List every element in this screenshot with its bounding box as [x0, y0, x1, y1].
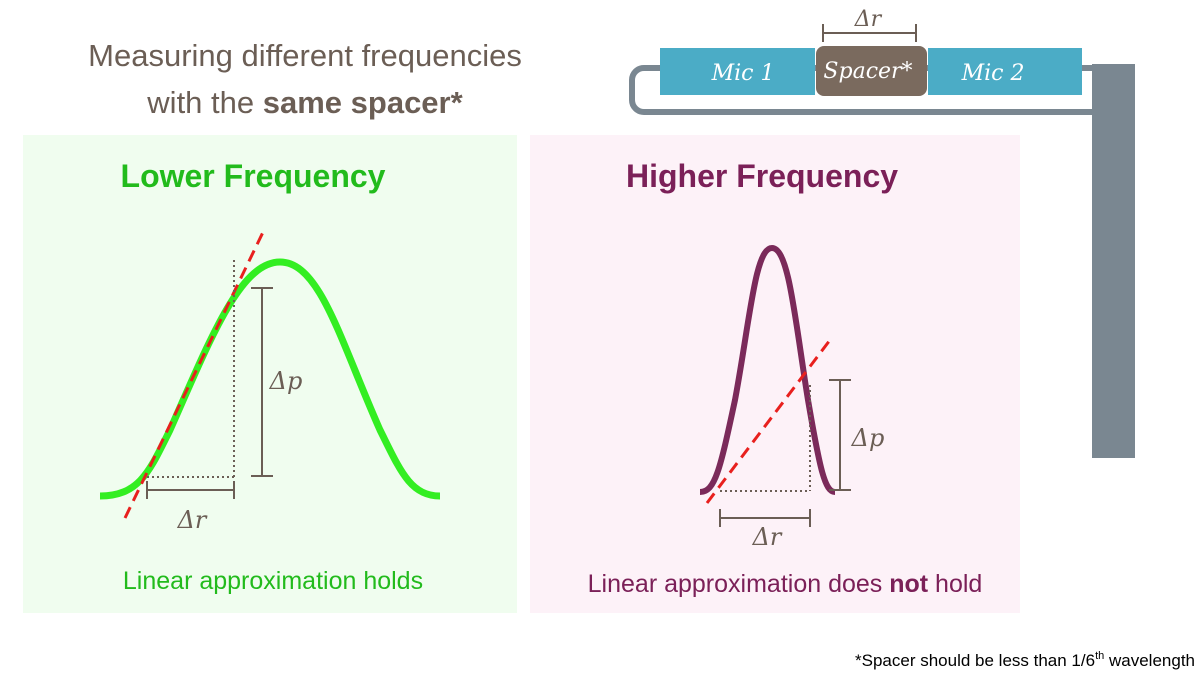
guide	[720, 385, 811, 492]
bracket	[719, 379, 851, 527]
mic-label: Mic 2	[961, 61, 1025, 86]
caption-text: Linear approximation does	[588, 570, 890, 598]
dp-label: Δp	[269, 367, 303, 395]
caption: Linear approximation does not hold	[588, 570, 983, 598]
spacer-label: Spacer*	[823, 59, 912, 84]
mic-2	[928, 48, 1082, 95]
footnote-text: *Spacer should be less than 1/6	[855, 651, 1095, 670]
mic-1	[660, 48, 815, 95]
dp-label: Δp	[851, 424, 885, 452]
panel	[23, 135, 517, 613]
title-text: with the	[146, 85, 262, 120]
mic-label: Mic 1	[711, 61, 775, 86]
dr-label: Δr	[177, 506, 208, 534]
footnote-sup: th	[1095, 650, 1104, 662]
spacer	[816, 46, 927, 96]
spacing-bracket	[822, 24, 917, 42]
caption-text: hold	[928, 570, 982, 598]
caption-bold: not	[889, 570, 929, 598]
panel-title: Lower Frequency	[121, 158, 386, 194]
title-line: Measuring different frequencies	[88, 38, 522, 73]
tangent	[705, 339, 832, 504]
title-line: with the same spacer*	[146, 85, 463, 120]
panel-title: Higher Frequency	[626, 158, 898, 194]
caption: Linear approximation holds	[123, 567, 423, 595]
footnote: *Spacer should be less than 1/6th wavele…	[855, 650, 1195, 670]
footnote-text: wavelength	[1104, 651, 1195, 670]
guide	[147, 260, 235, 478]
probe-rod	[1092, 64, 1135, 458]
title-bold: same spacer*	[263, 85, 464, 120]
panel	[530, 135, 1020, 613]
tangent	[123, 227, 267, 519]
wave	[699, 244, 836, 495]
wave	[99, 258, 441, 500]
dr-label: Δr	[752, 523, 783, 551]
bracket	[146, 287, 273, 499]
spacing-label: Δr	[854, 7, 883, 32]
